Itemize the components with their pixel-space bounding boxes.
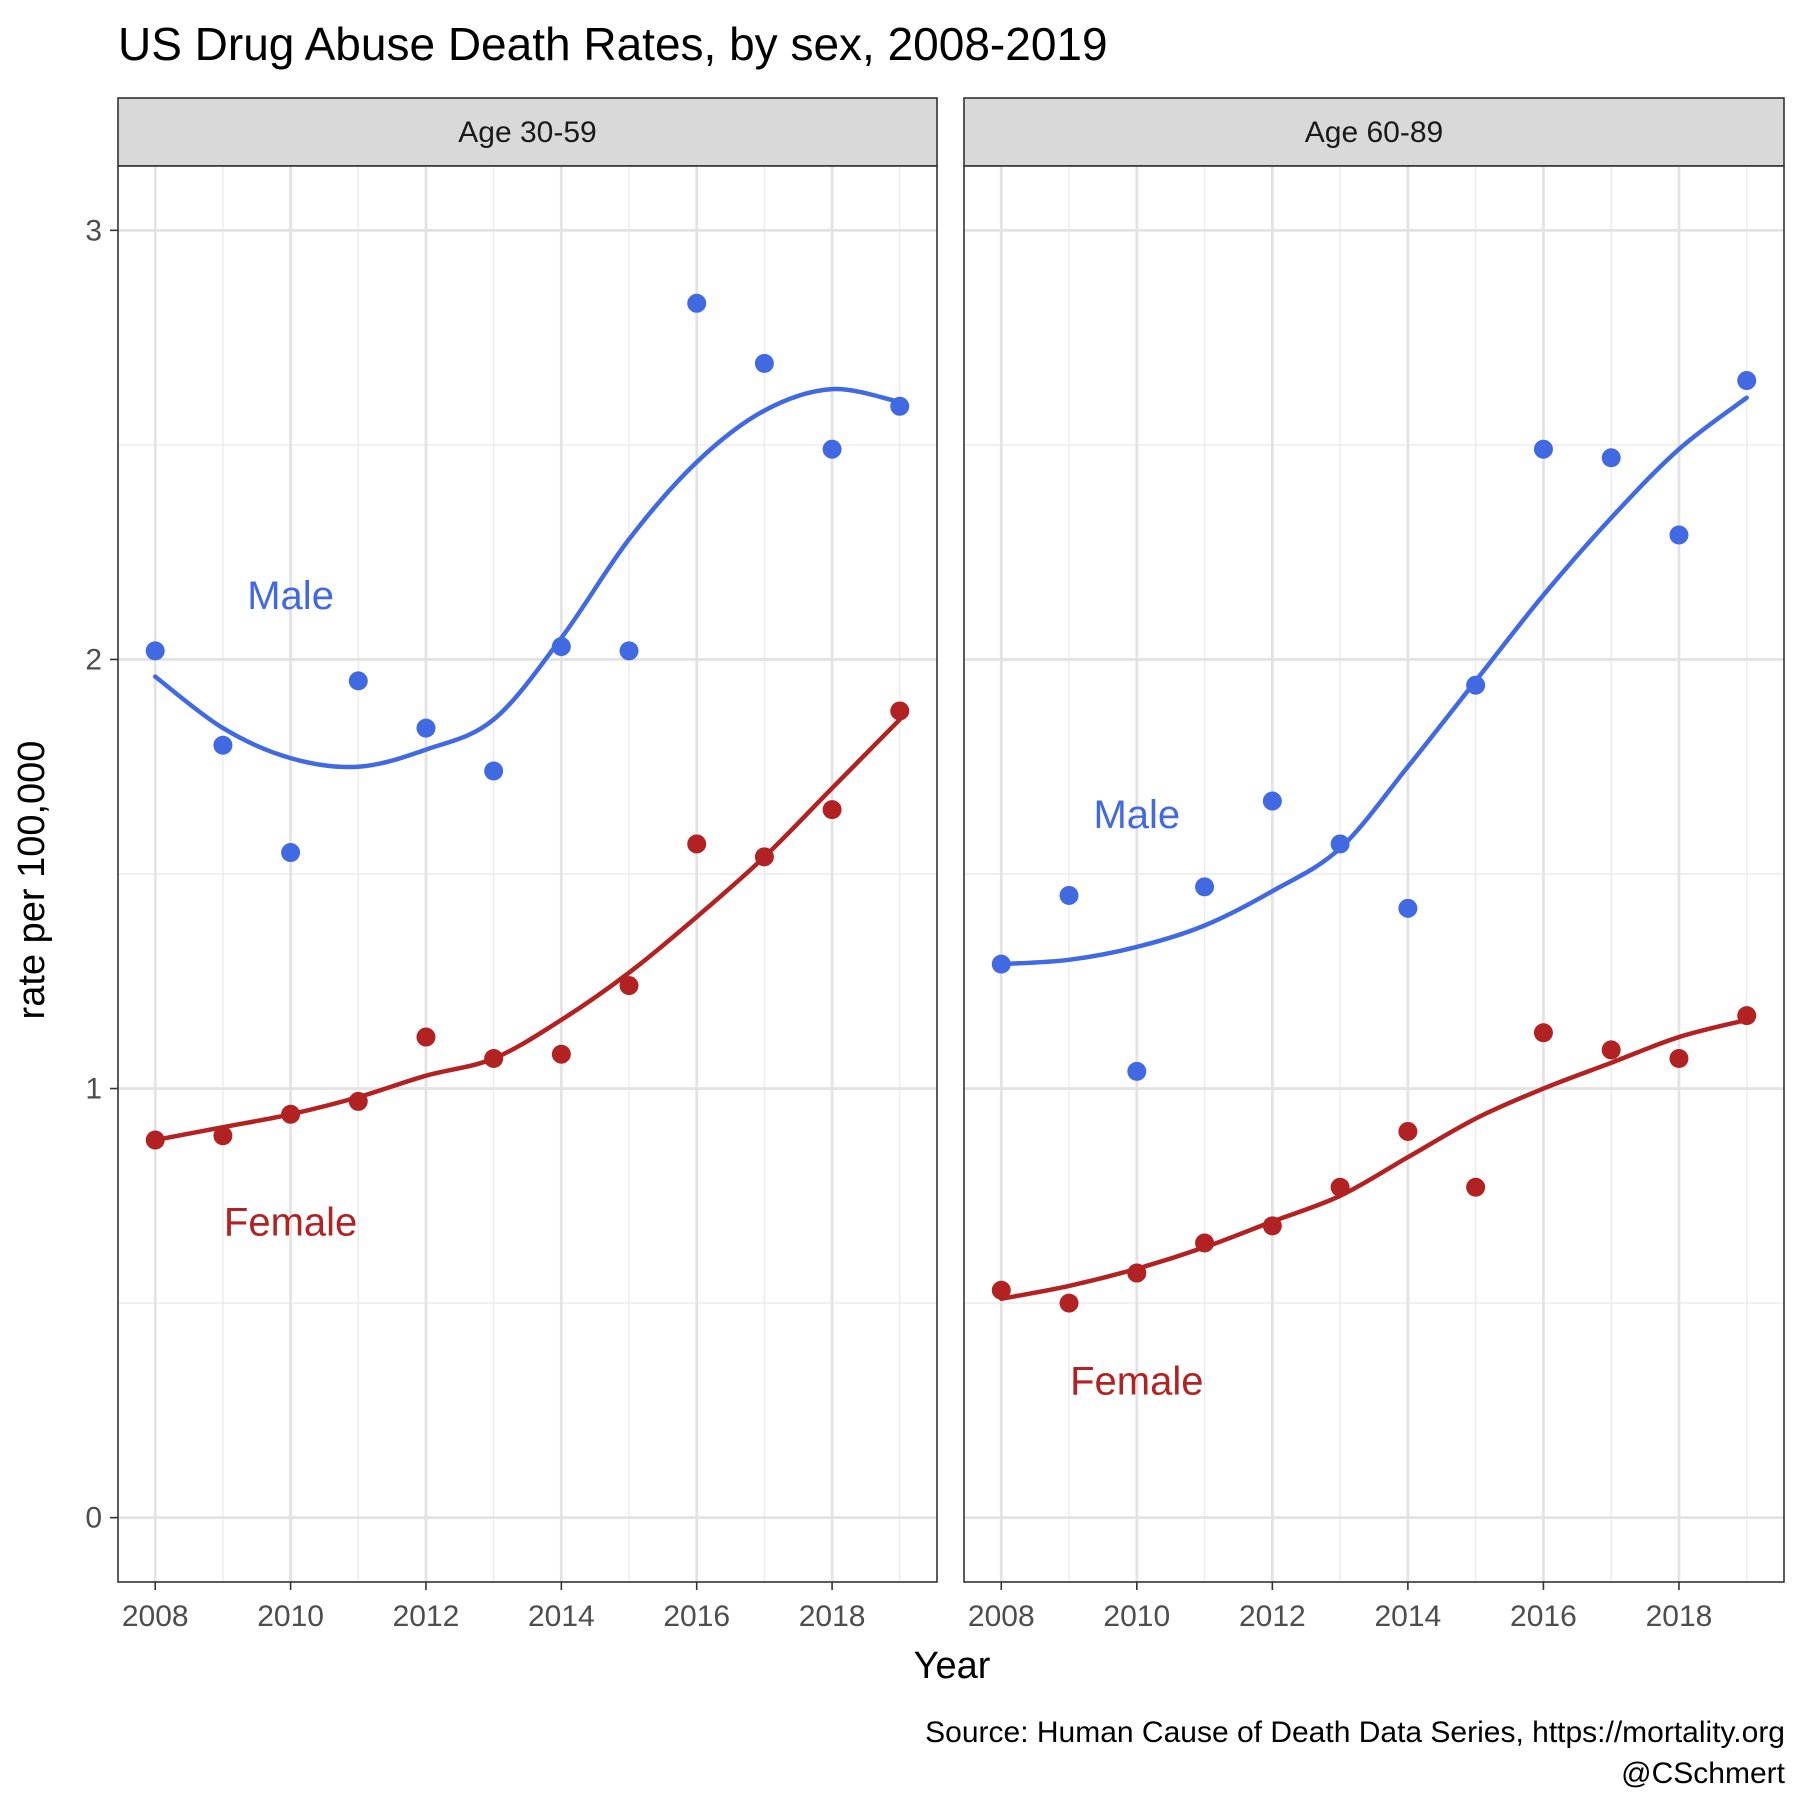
point-male-2009 bbox=[1059, 885, 1079, 905]
point-female-2009 bbox=[1059, 1293, 1079, 1313]
y-tick-label: 2 bbox=[85, 643, 102, 676]
x-tick-label: 2018 bbox=[799, 1600, 866, 1633]
point-male-2013 bbox=[484, 761, 504, 781]
point-female-2019 bbox=[890, 701, 910, 721]
point-female-2009 bbox=[213, 1126, 233, 1146]
point-female-2008 bbox=[145, 1130, 165, 1150]
point-male-2012 bbox=[1262, 791, 1282, 811]
point-male-2018 bbox=[1669, 525, 1689, 545]
point-male-2017 bbox=[754, 353, 774, 373]
x-tick-label: 2016 bbox=[1510, 1600, 1577, 1633]
x-tick-label: 2014 bbox=[1375, 1600, 1442, 1633]
point-female-2014 bbox=[1398, 1121, 1418, 1141]
point-female-2019 bbox=[1737, 1006, 1757, 1026]
point-male-2016 bbox=[1533, 439, 1553, 459]
point-male-2011 bbox=[348, 671, 368, 691]
point-female-2015 bbox=[1466, 1177, 1486, 1197]
series-label-male: Male bbox=[247, 574, 334, 618]
point-male-2015 bbox=[1466, 675, 1486, 695]
x-tick-label: 2008 bbox=[122, 1600, 189, 1633]
gridlines bbox=[964, 166, 1784, 1582]
x-tick-label: 2010 bbox=[1103, 1600, 1170, 1633]
x-axis-title: Year bbox=[914, 1645, 991, 1687]
point-female-2015 bbox=[619, 976, 639, 996]
point-male-2008 bbox=[145, 641, 165, 661]
trend-line-male bbox=[999, 395, 1749, 967]
chart-title: US Drug Abuse Death Rates, by sex, 2008-… bbox=[118, 18, 1108, 70]
point-male-2010 bbox=[1127, 1061, 1147, 1081]
point-male-2009 bbox=[213, 735, 233, 755]
series-label-male: Male bbox=[1093, 793, 1180, 837]
plot-panel-border bbox=[117, 165, 938, 1583]
trend-line-male bbox=[152, 386, 903, 770]
point-female-2013 bbox=[1330, 1177, 1350, 1197]
y-tick-label: 0 bbox=[85, 1502, 102, 1535]
y-tick-label: 1 bbox=[85, 1073, 102, 1106]
point-female-2017 bbox=[1601, 1040, 1621, 1060]
facet-strip bbox=[963, 97, 1785, 167]
series-label-female: Female bbox=[224, 1201, 357, 1245]
x-tick-label: 2018 bbox=[1646, 1600, 1713, 1633]
point-male-2016 bbox=[687, 293, 707, 313]
facet-strip bbox=[117, 97, 938, 167]
point-male-2012 bbox=[416, 718, 436, 738]
point-female-2012 bbox=[1262, 1216, 1282, 1236]
point-male-2008 bbox=[991, 954, 1011, 974]
point-male-2017 bbox=[1601, 448, 1621, 468]
x-tick-label: 2008 bbox=[968, 1600, 1035, 1633]
point-female-2014 bbox=[551, 1044, 571, 1064]
point-female-2011 bbox=[1195, 1233, 1215, 1253]
point-male-2013 bbox=[1330, 834, 1350, 854]
point-female-2017 bbox=[754, 847, 774, 867]
point-female-2010 bbox=[281, 1104, 301, 1124]
x-tick-label: 2014 bbox=[528, 1600, 595, 1633]
point-male-2018 bbox=[822, 439, 842, 459]
point-male-2010 bbox=[281, 843, 301, 863]
x-tick-label: 2012 bbox=[1239, 1600, 1306, 1633]
facet-strip-label: Age 30-59 bbox=[458, 116, 596, 149]
point-female-2008 bbox=[991, 1280, 1011, 1300]
series-label-female: Female bbox=[1070, 1359, 1203, 1403]
y-tick-label: 3 bbox=[85, 214, 102, 247]
point-male-2014 bbox=[1398, 898, 1418, 918]
point-male-2011 bbox=[1195, 877, 1215, 897]
point-female-2018 bbox=[822, 800, 842, 820]
point-female-2010 bbox=[1127, 1263, 1147, 1283]
facet-strip-label: Age 60-89 bbox=[1305, 116, 1443, 149]
point-male-2019 bbox=[890, 396, 910, 416]
point-male-2019 bbox=[1737, 371, 1757, 391]
plot-panel-border bbox=[963, 165, 1785, 1583]
point-female-2011 bbox=[348, 1091, 368, 1111]
caption-source: Source: Human Cause of Death Data Series… bbox=[925, 1716, 1785, 1749]
point-female-2013 bbox=[484, 1049, 504, 1069]
point-female-2012 bbox=[416, 1027, 436, 1047]
panel-age-60-89: Age 60-89 Male Female 2008 2010 2012 2014 2016 2… bbox=[963, 97, 1785, 1633]
x-tick-label: 2016 bbox=[663, 1600, 730, 1633]
x-tick-label: 2012 bbox=[393, 1600, 460, 1633]
point-female-2016 bbox=[1533, 1023, 1553, 1043]
caption-author: @CSchmert bbox=[1621, 1757, 1785, 1790]
panel-age-30-59: Age 30-59 Male Female 2008 2010 2012 2014 2016 2… bbox=[85, 97, 938, 1633]
point-male-2015 bbox=[619, 641, 639, 661]
y-axis-title: rate per 100,000 bbox=[11, 741, 53, 1020]
point-female-2016 bbox=[687, 834, 707, 854]
point-female-2018 bbox=[1669, 1049, 1689, 1069]
point-male-2014 bbox=[551, 637, 571, 657]
x-tick-label: 2010 bbox=[257, 1600, 324, 1633]
